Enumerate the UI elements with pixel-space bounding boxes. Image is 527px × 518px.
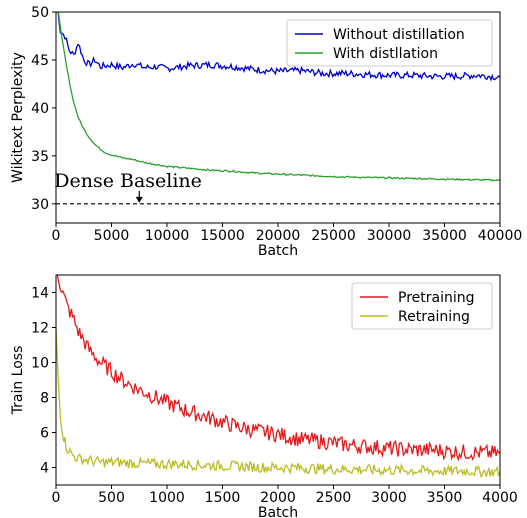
chart-1: Dense Baseline 0 5000 10000 15000 20000 25000 3… [10, 5, 523, 259]
y-axis-label: Train Loss [10, 346, 26, 416]
series-line-2 [56, 328, 500, 478]
x-tick-label: 3500 [427, 490, 463, 506]
x-tick-label: 0 [52, 490, 61, 506]
y-tick-label: 10 [31, 356, 49, 372]
chart-2: 0 500 1000 1500 2000 2500 3000 3500 4000 4 6 8 10 12 1… [10, 274, 518, 518]
y-tick-label: 35 [31, 149, 49, 165]
x-tick-label: 2500 [316, 490, 352, 506]
legend-box [286, 19, 493, 67]
y-axis-label: Wikitext Perplexity [10, 52, 26, 183]
baseline-arrow-head [135, 196, 143, 203]
legend-entry: Retraining [398, 309, 470, 325]
y-tick-label: 4 [40, 461, 49, 477]
x-tick-label: 35000 [422, 228, 467, 244]
x-tick-label: 0 [52, 228, 61, 244]
y-tick-label: 12 [31, 321, 49, 337]
series-line-1 [56, 275, 500, 462]
legend-box [351, 282, 493, 330]
y-tick-label: 40 [31, 101, 49, 117]
x-axis-label: Batch [258, 505, 298, 518]
x-tick-label: 3000 [371, 490, 407, 506]
x-tick-label: 1000 [149, 490, 185, 506]
x-tick-label: 15000 [200, 228, 245, 244]
x-tick-label: 20000 [256, 228, 301, 244]
x-tick-label: 30000 [367, 228, 412, 244]
y-tick-label: 30 [31, 197, 49, 213]
x-tick-label: 4000 [482, 490, 518, 506]
x-tick-label: 500 [98, 490, 125, 506]
x-axis-label: Batch [258, 243, 298, 259]
y-tick-label: 50 [31, 5, 49, 21]
series-line-1 [57, 12, 500, 82]
x-tick-label: 1500 [205, 490, 241, 506]
y-tick-label: 14 [31, 286, 49, 302]
series-line-2 [57, 12, 500, 182]
x-tick-label: 5000 [94, 228, 130, 244]
legend-entry: With distllation [333, 46, 438, 62]
x-tick-label: 2000 [260, 490, 296, 506]
baseline-label: Dense Baseline [54, 170, 202, 192]
x-tick-label: 40000 [478, 228, 523, 244]
legend-entry: Pretraining [398, 290, 475, 306]
legend-entry: Without distillation [333, 27, 465, 43]
y-tick-label: 8 [40, 391, 49, 407]
y-tick-label: 6 [40, 426, 49, 442]
y-tick-label: 45 [31, 53, 49, 69]
x-tick-label: 10000 [145, 228, 190, 244]
x-tick-label: 25000 [311, 228, 356, 244]
